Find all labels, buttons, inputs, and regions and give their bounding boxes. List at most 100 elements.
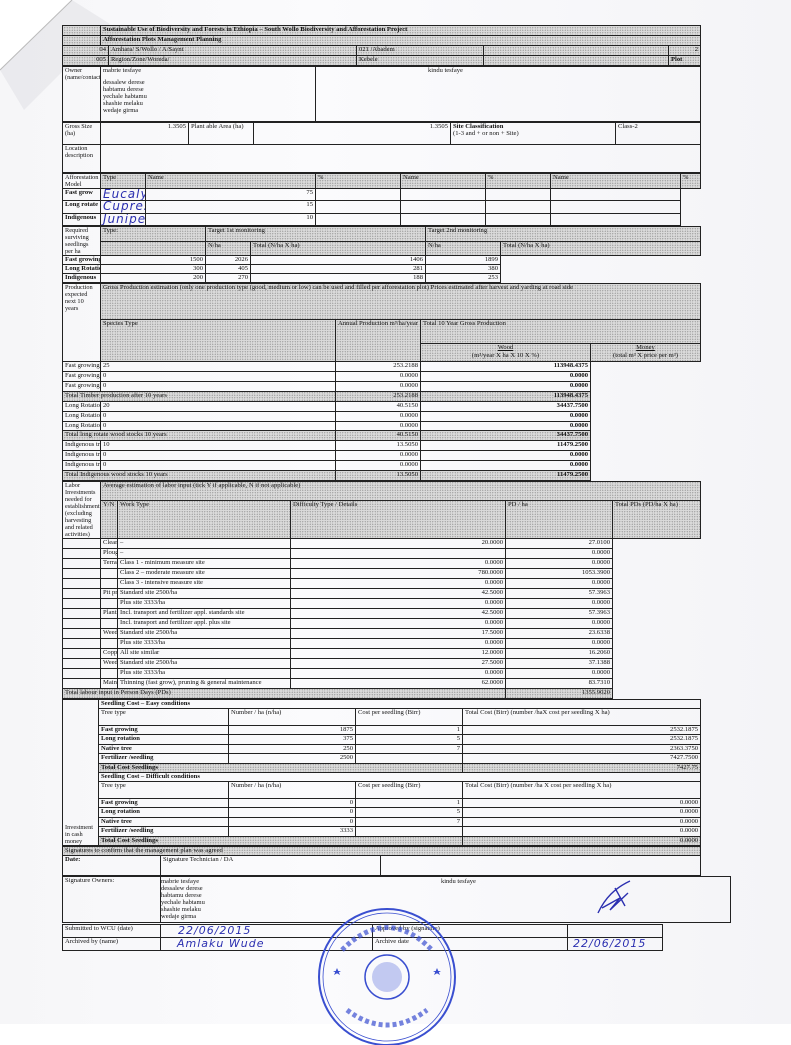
yn-checkbox[interactable] [62,627,101,639]
pd-per-ha: 17.5000 [290,627,506,639]
money-value: 34437.7500 [420,400,591,412]
seedling-type: Long Rotation [62,264,101,275]
yn-checkbox[interactable] [62,547,101,559]
model-species-name: Juniperus procera [100,212,146,227]
money-value: 11479.2500 [420,470,591,481]
official-stamp [318,908,456,1045]
owner-name: shashie melaku [103,100,143,107]
annual-production: 0 [100,381,336,392]
location-value [100,144,701,173]
total-cost: 0.0000 [461,816,702,828]
pd-per-ha: 0.0000 [290,577,506,589]
production-intro: Gross Production estimation (only one pr… [99,283,702,321]
labor-total-value: 1355.9020 [505,687,613,699]
yn-checkbox[interactable] [62,567,101,579]
yn-checkbox[interactable] [62,647,101,659]
yn-checkbox[interactable] [62,587,101,599]
difficulty-detail: Thinning (fast grow), pruning & general … [117,677,291,689]
yn-checkbox[interactable] [62,617,101,629]
total-production-header: Total 10 Year Gross Production [419,319,702,345]
difficulty-detail: All site similar [117,647,291,659]
seedling-row: Long Rotation300405281380 [62,264,701,275]
yn-checkbox[interactable] [62,657,101,669]
owner-signature-name: habtamu derese [161,891,202,899]
wood-value: 13.5050 [335,440,421,452]
labor-row: Weeding year 1Standard site 2500/ha17.50… [62,627,701,639]
empty-cell [485,212,551,227]
total-pds: 27.0100 [505,537,613,549]
seedling-cost-title-row: Seedling Cost – Difficult conditions [63,771,702,782]
labor-label: Labor Investments needed for establishme… [62,480,101,539]
empty-cell [400,187,486,202]
money-sub: (total m³ X price per m³) [613,351,678,359]
number-per-ha: 1875 [228,724,356,736]
total-cost: 2532.1875 [461,734,702,745]
species: Total Timber production after 10 years [62,390,336,402]
seedling-cost-row: Fast growing 1875 1 2532.1875 [63,724,702,736]
yn-checkbox[interactable] [62,537,101,549]
yn-checkbox[interactable] [62,607,101,619]
work-type [100,567,118,579]
money-value: 0.0000 [420,410,591,422]
difficulty-detail: Standard site 2500/ha [117,627,291,639]
species: Indigenous trees (low) [62,460,101,472]
archived-name: Amlaku Wude [177,937,265,950]
col-header: Cost per seedling (Birr) [355,780,463,799]
labor-intro: Average estimation of labor input (tick … [99,480,702,501]
pd-per-ha: 27.5000 [290,657,506,669]
pd-per-ha [290,547,506,559]
yn-checkbox[interactable] [62,597,101,609]
difficulty-detail: – [117,537,291,549]
target-1-header: Target 1st monitoring [205,226,426,242]
empty-cell [315,187,401,202]
yn-checkbox[interactable] [62,637,101,649]
required-seedlings-table: Required surviving seedlings per ha Type… [62,226,701,284]
labor-row: Plus site 3333/ha 0.0000 0.0000 [62,667,701,679]
owner-signature-name: mabrie tesfaye [161,877,200,885]
pd-per-ha: 0.0000 [290,637,506,649]
wood-sub: (m³/year X ha X 10 X %) [471,351,540,359]
total-header: Total (N/ha X ha) [250,240,426,257]
seedling-n2: 188 [250,273,426,284]
col-header: Number / ha (n/ha) [228,707,356,726]
date-label: Date: [62,854,161,876]
owner-name: wedaje girma [103,107,139,114]
col-header: Type [100,173,146,189]
seedling-cost-row: Fast growing 0 1 0.0000 [63,797,702,809]
owner-signature-name: kindu tesfaye [441,877,476,885]
species: Long Rotation (low) [62,420,101,432]
species: Indigenous trees (medium) [62,450,101,462]
pd-per-ha: 0.0000 [290,667,506,679]
total-cost: 0.0000 [461,826,702,837]
tree-type: Native tree [98,816,229,828]
owner-label: Owner (name/contacts) [62,66,101,122]
empty-cell [550,200,681,214]
production-total-row: Total Timber production after 10 years 25… [62,390,701,402]
production-row: Indigenous trees (good)1013.505011479.25… [62,440,701,452]
labor-row: Terracing, Water harvestingClass 1 - min… [62,557,701,569]
wood-value: 0.0000 [335,460,421,472]
owner-site-table: Owner (name/contacts) mabrie tesfaye des… [62,66,702,122]
yn-checkbox[interactable] [62,557,101,569]
total-cost: 0.0000 [461,797,702,809]
yn-checkbox[interactable] [62,667,101,679]
location-label: Location description [62,144,101,173]
yn-checkbox[interactable] [62,577,101,589]
total-pds: 1053.3900 [505,567,613,579]
kebele-value: 021 /Abadem [356,45,484,56]
seedling-type: Indigenous [62,273,101,284]
difficulty-detail: – [117,547,291,559]
seedling-t1: 270 [205,273,251,284]
difficulty-detail: Class 1 - minimum measure site [117,557,291,569]
pd-per-ha: 42.5000 [290,587,506,599]
owner-name: habtamu derese [103,86,144,93]
model-species-name: Eucalyptus globulus [100,187,146,202]
type-label: Type: [100,226,206,242]
total-pds: 37.1388 [505,657,613,669]
handwritten-species: Eucalyptus globulus [103,188,145,201]
wood-value: 0.0000 [335,381,421,392]
col-header: Total Cost (Birr) (number /ha X cost per… [461,780,702,799]
yn-checkbox[interactable] [62,677,101,689]
gross-size-label: Gross Size (ha) [62,122,101,145]
